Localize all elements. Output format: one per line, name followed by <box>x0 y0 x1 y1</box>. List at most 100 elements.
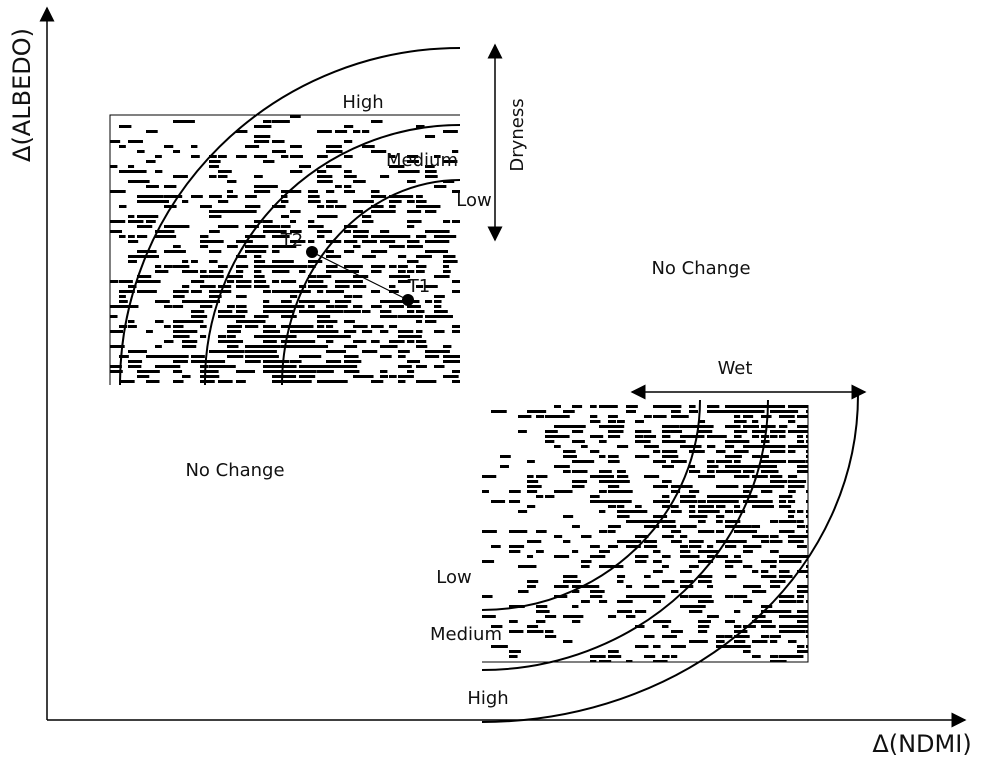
speck <box>662 555 671 558</box>
speck <box>263 135 271 138</box>
speck <box>653 595 666 598</box>
speck <box>182 375 191 378</box>
speck <box>434 275 445 278</box>
speck <box>443 355 455 358</box>
speck <box>344 225 358 228</box>
speck <box>752 535 765 538</box>
speck <box>797 460 806 463</box>
speck <box>662 625 669 628</box>
speck <box>797 415 808 418</box>
speck <box>716 515 725 518</box>
speck <box>200 305 213 308</box>
speck <box>308 310 317 313</box>
speck <box>626 615 636 618</box>
speck <box>200 365 209 368</box>
speck <box>299 240 306 243</box>
speck <box>317 290 324 293</box>
speck <box>353 265 363 268</box>
speck <box>209 360 222 363</box>
speck <box>536 605 548 608</box>
speck <box>452 355 460 358</box>
speck <box>743 625 756 628</box>
speck <box>326 350 340 353</box>
speck <box>254 155 268 158</box>
speck <box>698 505 714 508</box>
speck <box>407 330 414 333</box>
speck <box>536 550 544 553</box>
speck <box>155 230 166 233</box>
speck <box>443 260 458 263</box>
speck <box>572 485 585 488</box>
speck <box>254 255 262 258</box>
speck <box>344 265 360 268</box>
zone-arcs <box>481 394 859 723</box>
speck <box>509 545 525 548</box>
speck <box>617 480 630 483</box>
speck <box>290 375 297 378</box>
speck <box>398 330 410 333</box>
speck <box>734 455 742 458</box>
speck <box>263 190 271 193</box>
speck <box>263 225 274 228</box>
speck <box>608 655 622 658</box>
speck <box>245 225 259 228</box>
speck <box>425 355 440 358</box>
speck <box>590 655 604 658</box>
speck <box>599 510 606 513</box>
speck <box>725 410 738 413</box>
speck <box>806 575 808 578</box>
speck <box>164 230 175 233</box>
speck <box>443 345 452 348</box>
speck <box>290 360 302 363</box>
speck <box>389 345 398 348</box>
speck <box>407 220 422 223</box>
speck <box>146 195 162 198</box>
speck <box>173 365 181 368</box>
speck <box>434 230 450 233</box>
speck <box>689 595 705 598</box>
speck <box>698 420 706 423</box>
speck <box>218 155 227 158</box>
speck <box>689 510 696 513</box>
speck <box>218 265 228 268</box>
speck <box>110 345 125 348</box>
speck <box>317 365 329 368</box>
speck <box>563 515 574 518</box>
x-axis-label: Δ(NDMI) <box>872 730 971 758</box>
speck <box>290 380 301 383</box>
speck <box>281 360 290 363</box>
speck <box>635 510 648 513</box>
speck <box>689 425 699 428</box>
speck <box>761 490 773 493</box>
speck <box>770 485 785 488</box>
speck <box>797 620 808 623</box>
speck <box>272 310 284 313</box>
speck <box>344 370 360 373</box>
speck <box>770 635 781 638</box>
speck <box>317 230 333 233</box>
speck <box>200 240 211 243</box>
speck <box>716 530 724 533</box>
speck <box>308 330 324 333</box>
speck <box>137 250 149 253</box>
speck <box>119 235 126 238</box>
speck <box>389 200 402 203</box>
speck <box>263 300 270 303</box>
speck <box>752 525 761 528</box>
speck <box>371 270 382 273</box>
speck <box>725 520 739 523</box>
speck <box>371 120 383 123</box>
speck <box>689 505 696 508</box>
speck <box>353 180 366 183</box>
speck <box>398 195 412 198</box>
speck <box>173 120 185 123</box>
speck <box>191 155 200 158</box>
speck <box>308 365 320 368</box>
speck <box>725 540 741 543</box>
speck <box>353 375 369 378</box>
speck <box>536 410 547 413</box>
speck <box>608 615 617 618</box>
speck <box>182 340 198 343</box>
speck <box>236 370 246 373</box>
